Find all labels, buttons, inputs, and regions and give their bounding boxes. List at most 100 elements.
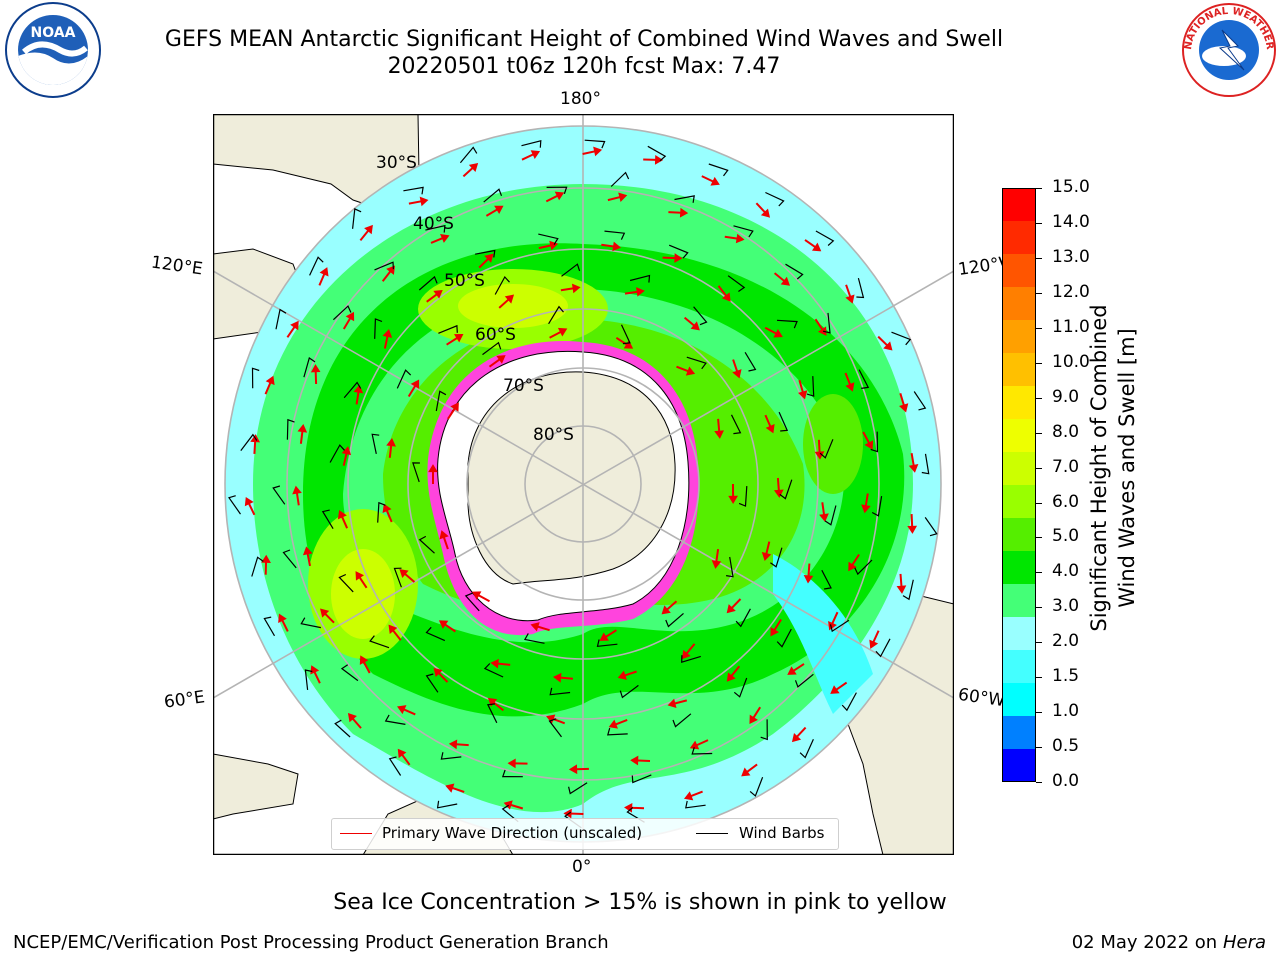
wave-arrow-head (593, 146, 603, 157)
colorbar-tick-label: 13.0 (1052, 246, 1090, 267)
wind-barb (584, 139, 606, 149)
wave-arrow-head (244, 496, 254, 507)
legend-barb-swatch (696, 833, 728, 834)
wind-barb (369, 635, 390, 649)
polar-map (213, 114, 954, 855)
wind-barb (521, 140, 542, 148)
wave-arrow-head (728, 495, 738, 504)
wave-arrow-head (345, 311, 355, 322)
wave-arrow-head (382, 329, 393, 338)
wave-arrow-head (899, 403, 909, 413)
wave-arrow-head (571, 283, 581, 294)
wind-barb (610, 171, 630, 187)
colorbar-tick-mark (1036, 257, 1042, 259)
wind-barb (744, 351, 757, 372)
wave-arrow-head (773, 489, 784, 498)
wind-barb (902, 579, 914, 601)
wave-arrow-head (770, 627, 779, 637)
wind-barb (486, 703, 498, 724)
wave-arrow-head (445, 783, 455, 793)
wind-barb (668, 244, 689, 259)
footer-date: 02 May 2022 on Hera (1072, 932, 1266, 953)
wave-arrow-head (557, 327, 568, 337)
wind-barb (733, 677, 748, 698)
colorbar-tick-label: 15.0 (1052, 177, 1090, 197)
wave-arrow-head (714, 430, 724, 439)
wave-arrow-head (845, 294, 855, 304)
colorbar-tick-label: 7.0 (1052, 456, 1080, 477)
wave-arrow-head (608, 719, 618, 729)
wave-arrow-head (487, 697, 498, 707)
colorbar-tick-mark (1036, 327, 1042, 329)
wave-arrow-head (811, 242, 822, 252)
colorbar-tick-mark (1036, 607, 1042, 609)
wind-barb (548, 305, 564, 325)
wave-arrow-head (690, 321, 700, 331)
wind-barb (286, 418, 295, 440)
colorbar-cell (1002, 518, 1036, 552)
wind-barb (309, 256, 324, 276)
wind-barb (913, 391, 927, 411)
lat-label-30s: 30°S (376, 153, 417, 173)
wave-arrow-head (618, 192, 628, 202)
wave-arrow-head (861, 504, 871, 514)
wind-barb (924, 517, 938, 537)
wave-arrow-head (364, 224, 373, 235)
colorbar-tick-mark (1036, 222, 1042, 224)
wind-barb (304, 669, 313, 690)
wind-barb (674, 195, 695, 203)
wind-barb (875, 638, 891, 658)
wind-barb (672, 713, 692, 728)
wave-arrow-head (546, 714, 556, 724)
colorbar-tick-mark (1036, 502, 1042, 504)
wave-arrow-head (681, 649, 691, 660)
colorbar-tick-label: 11.0 (1052, 316, 1090, 337)
wind-barb (482, 341, 502, 356)
wind-barb (821, 569, 832, 590)
colorbar-tick-mark (1036, 292, 1042, 294)
wind-barb (620, 324, 631, 345)
wind-barb (272, 485, 286, 505)
wave-arrow-head (883, 341, 893, 351)
wind-barb (822, 312, 831, 334)
lat-label-70s: 70°S (503, 376, 544, 396)
colorbar-tick-label: 9.0 (1052, 386, 1080, 407)
wave-arrow-head (819, 513, 829, 522)
wave-arrow-head (674, 253, 683, 263)
wave-arrow-head (433, 289, 443, 299)
wind-barb (854, 559, 873, 576)
wave-arrow-head (359, 655, 369, 665)
wind-barb (384, 714, 406, 725)
colorbar-tick-label: 8.0 (1052, 421, 1080, 442)
colorbar-cell (1002, 485, 1036, 519)
wind-barb (459, 146, 478, 164)
wind-barb (523, 633, 545, 644)
lon-label-60w: 60°W (956, 684, 1007, 712)
wind-barb (228, 495, 241, 515)
colorbar-tick-label: 1.0 (1052, 701, 1080, 722)
lon-label-0: 0° (572, 857, 592, 877)
colorbar-tick-mark (1036, 432, 1042, 434)
wind-barb (396, 369, 412, 389)
colorbar-cell (1002, 386, 1036, 420)
wind-barb (334, 719, 351, 738)
wave-arrow-head (787, 666, 797, 675)
wave-arrow-head (568, 764, 578, 775)
wind-barb (403, 186, 424, 195)
wave-arrow-head (450, 402, 459, 412)
wave-arrow-head (848, 561, 857, 572)
wind-barb (738, 486, 748, 507)
wind-barb (665, 612, 684, 628)
wave-arrow-head (685, 366, 696, 376)
wind-barb (483, 663, 504, 678)
colorbar-tick-mark (1036, 677, 1042, 679)
wave-arrow-head (507, 758, 516, 769)
wave-arrow-head (484, 253, 494, 263)
plot-title-line1: GEFS MEAN Antarctic Significant Height o… (164, 27, 1004, 52)
wind-barb (435, 390, 447, 412)
colorbar-tick-label: 0.5 (1052, 736, 1080, 757)
wave-arrow-head (440, 233, 450, 243)
wave-arrow-head (297, 423, 308, 433)
wave-arrow-head (504, 294, 515, 304)
wave-arrow-head (490, 658, 499, 669)
